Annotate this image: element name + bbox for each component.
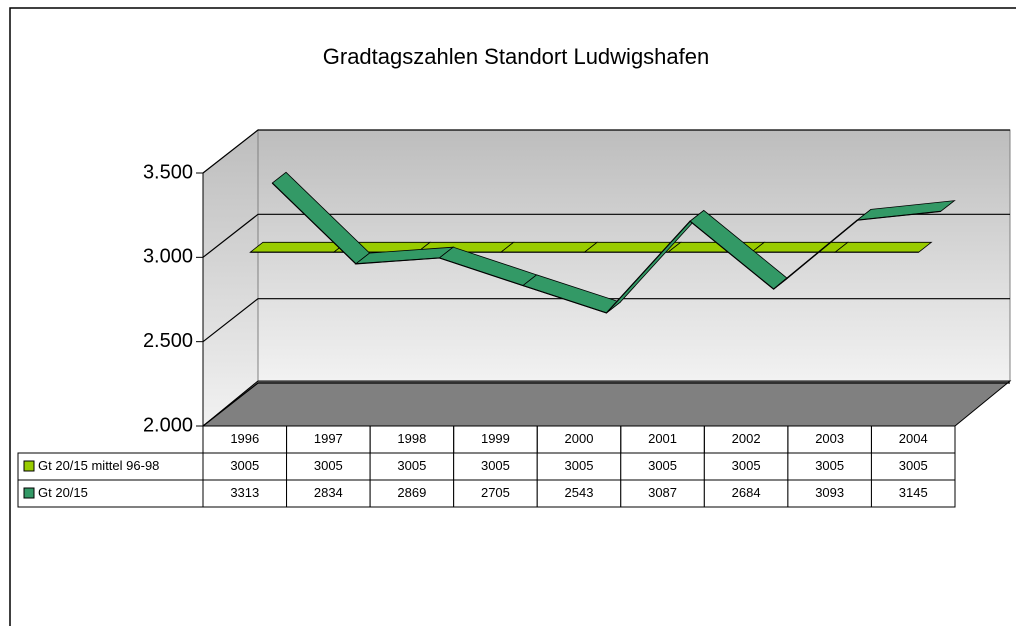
table-cell	[286, 479, 371, 508]
table-value: 2869	[397, 485, 426, 500]
table-value: 3005	[899, 458, 928, 473]
legend-label: Gt 20/15	[38, 485, 88, 500]
y-tick-label: 3.000	[143, 246, 193, 268]
y-tick-label: 3.500	[143, 161, 193, 183]
table-cell	[870, 479, 956, 508]
grid-line	[202, 129, 1010, 174]
legend-key	[23, 460, 35, 472]
ribbon-face	[249, 241, 348, 253]
x-tick-label: 2004	[899, 431, 928, 446]
x-tick-label: 1999	[481, 431, 510, 446]
x-tick-label: 1996	[230, 431, 259, 446]
line-series	[271, 182, 941, 314]
x-tick-label: 2003	[815, 431, 844, 446]
x-tick-label: 2000	[565, 431, 594, 446]
floor	[201, 380, 1012, 427]
table-cell	[453, 479, 538, 508]
table-value: 3087	[648, 485, 677, 500]
table-cell	[202, 479, 288, 508]
y-tick-label: 2.000	[143, 414, 193, 436]
legend-label: Gt 20/15 mittel 96-98	[38, 458, 159, 473]
table-value: 3005	[230, 458, 259, 473]
x-tick-label: 1997	[314, 431, 343, 446]
table-value: 3005	[732, 458, 761, 473]
table-value: 2705	[481, 485, 510, 500]
table-value: 2543	[565, 485, 594, 500]
side-wall	[202, 128, 259, 428]
ribbon-face	[750, 241, 849, 253]
table-cell	[536, 452, 622, 481]
table-value: 2684	[732, 485, 761, 500]
table-cell	[787, 452, 872, 481]
table-cell	[620, 479, 705, 508]
grid-line	[202, 298, 1010, 343]
ribbon-face	[834, 241, 933, 253]
table-label-cell	[17, 452, 204, 481]
ribbon-face	[499, 241, 599, 253]
table-cell	[453, 452, 538, 481]
table-value: 3005	[565, 458, 594, 473]
x-tick-label: 1998	[397, 431, 426, 446]
table-value: 3005	[397, 458, 426, 473]
table-cell	[870, 452, 956, 481]
table-value: 3005	[481, 458, 510, 473]
table-value: 3093	[815, 485, 844, 500]
table-cell	[536, 479, 622, 508]
table-value: 3313	[230, 485, 259, 500]
table-value: 3005	[815, 458, 844, 473]
table-cell	[369, 479, 455, 508]
table-label-cell	[17, 479, 204, 508]
table-value: 3005	[314, 458, 343, 473]
legend-key	[23, 487, 35, 499]
y-tick-label: 2.500	[143, 330, 193, 352]
x-tick-label: 2002	[732, 431, 761, 446]
table-value: 2834	[314, 485, 343, 500]
chart-title: Gradtagszahlen Standort Ludwigshafen	[323, 44, 709, 69]
table-cell	[620, 452, 705, 481]
table-value: 3005	[648, 458, 677, 473]
x-tick-label: 2001	[648, 431, 677, 446]
table-value: 3145	[899, 485, 928, 500]
grid-line	[202, 213, 1010, 258]
grid-line	[202, 382, 1010, 427]
